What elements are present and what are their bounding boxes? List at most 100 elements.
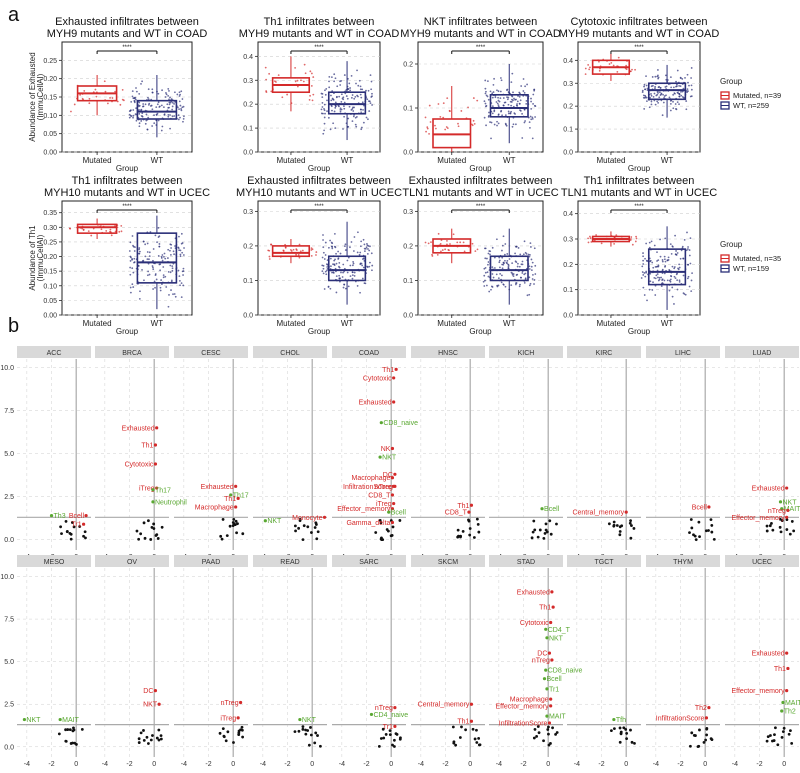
data-point — [310, 531, 313, 534]
data-point — [521, 260, 524, 263]
data-point — [705, 727, 709, 731]
point-label: InfiltrationScore — [499, 720, 548, 727]
y-tick-label: 0.0 — [563, 313, 573, 320]
data-point — [158, 243, 161, 245]
data-point — [333, 263, 336, 266]
data-point — [424, 241, 427, 244]
data-point — [322, 251, 325, 254]
point-label: CD8_naive — [548, 668, 583, 675]
x-axis-label: Group — [116, 164, 139, 173]
point-label: DC — [143, 688, 153, 695]
x-tick-label: 0 — [389, 761, 393, 768]
data-point — [349, 264, 352, 267]
data-point — [490, 121, 493, 124]
data-point — [536, 725, 540, 728]
data-point — [618, 530, 622, 533]
data-point — [486, 80, 489, 83]
data-point — [303, 63, 306, 66]
data-point — [365, 116, 368, 119]
data-point — [682, 274, 685, 277]
point-label: NK — [381, 446, 391, 453]
data-point — [84, 513, 88, 518]
data-point — [523, 121, 526, 124]
data-point — [163, 252, 166, 255]
data-point — [642, 286, 645, 289]
data-point — [492, 83, 495, 86]
data-point — [651, 261, 654, 264]
data-point — [338, 261, 341, 264]
data-point — [152, 259, 154, 262]
data-point — [792, 529, 796, 533]
data-point — [528, 255, 531, 258]
data-point — [153, 443, 158, 447]
data-point — [236, 716, 240, 720]
x-axis-label: Group — [628, 164, 651, 173]
data-point — [645, 242, 648, 245]
data-point — [687, 81, 689, 84]
data-point — [277, 74, 280, 77]
data-point — [771, 528, 775, 532]
data-point — [501, 256, 504, 259]
data-point — [774, 726, 777, 730]
data-point — [490, 137, 492, 140]
data-point — [322, 234, 324, 236]
data-point — [129, 260, 132, 262]
data-point — [485, 90, 487, 93]
data-point — [178, 279, 181, 282]
data-point — [174, 295, 177, 298]
data-point — [333, 232, 336, 235]
data-point — [656, 251, 658, 254]
data-point — [138, 297, 141, 300]
data-point — [169, 114, 171, 116]
point-label: Th1 — [539, 605, 551, 612]
data-point — [351, 264, 354, 267]
data-point — [676, 69, 679, 72]
data-point — [134, 246, 136, 249]
y-axis-label-line-2: (ImmuCellAI) — [36, 234, 45, 281]
data-point — [167, 114, 170, 116]
data-point — [139, 532, 143, 536]
data-point — [323, 108, 325, 110]
data-point — [328, 246, 330, 249]
data-point — [672, 107, 675, 110]
data-point — [322, 246, 325, 249]
data-point — [147, 519, 150, 523]
data-point — [503, 262, 505, 265]
data-point — [153, 122, 156, 125]
data-point — [680, 94, 683, 97]
data-point — [166, 103, 169, 106]
data-point — [361, 88, 364, 91]
data-point — [664, 260, 667, 263]
data-point — [335, 275, 338, 278]
data-point — [111, 97, 114, 99]
data-point — [342, 286, 345, 289]
data-point — [330, 99, 333, 102]
data-point — [78, 525, 82, 528]
data-point — [366, 266, 369, 268]
data-point — [268, 255, 271, 258]
data-point — [392, 738, 396, 742]
data-point — [495, 101, 498, 103]
data-point — [313, 526, 317, 529]
y-tick-label: 0.25 — [43, 58, 57, 65]
data-point — [689, 518, 693, 521]
y-tick-label: 0.35 — [43, 210, 57, 217]
data-point — [712, 537, 716, 541]
data-point — [687, 275, 690, 278]
data-point — [663, 272, 666, 275]
data-point — [502, 283, 505, 286]
data-point — [328, 80, 330, 83]
data-point — [522, 253, 525, 256]
data-point — [516, 265, 519, 268]
data-point — [109, 228, 112, 231]
data-point — [160, 104, 163, 107]
box-wt — [136, 232, 178, 284]
data-point — [526, 83, 528, 86]
data-point — [488, 111, 490, 114]
data-point — [658, 278, 661, 281]
data-point — [326, 266, 329, 268]
